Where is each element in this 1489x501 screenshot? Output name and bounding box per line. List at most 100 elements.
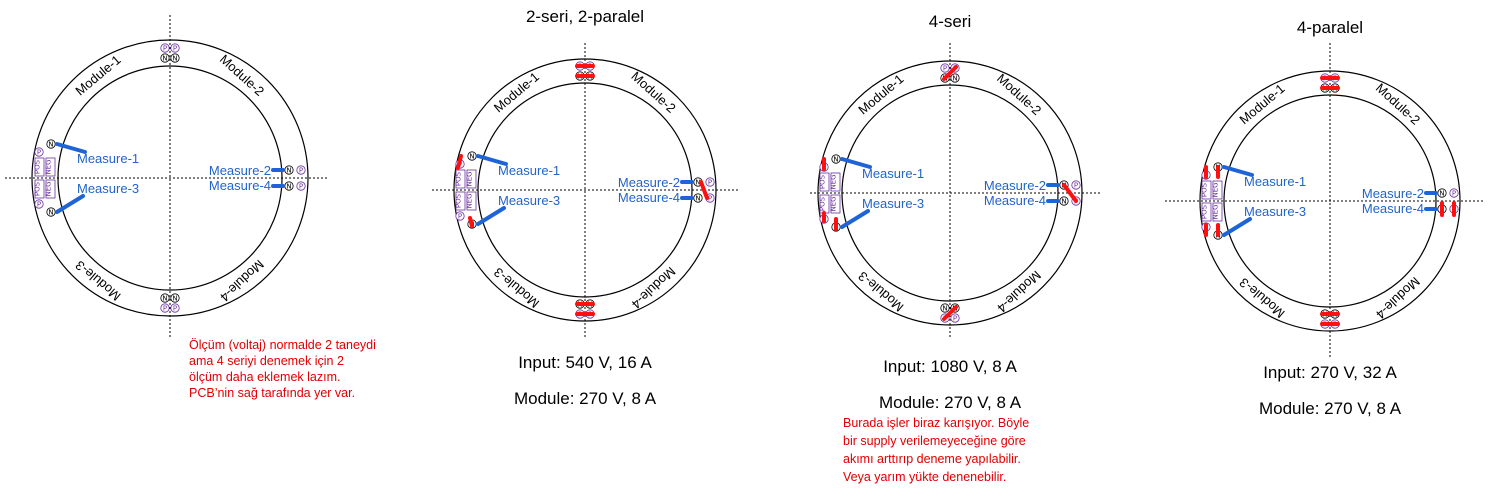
terminal-label: N	[172, 295, 177, 303]
measure-2-label: Measure-2	[984, 178, 1046, 193]
terminal-label: P	[708, 179, 712, 187]
jumper	[1062, 183, 1078, 203]
pos-label: POS	[34, 181, 42, 196]
neg-label: NEG	[466, 193, 474, 208]
measure-2-label: Measure-2	[618, 175, 680, 190]
neg-box	[466, 169, 477, 189]
module-spec: Module: 270 V, 8 A	[514, 389, 657, 408]
pos-label: POS	[819, 196, 827, 211]
module-4-label: Module-4	[629, 264, 679, 312]
panel-3: Module-1Module-2Module-3Module-4PPNNNNPP…	[810, 12, 1100, 412]
terminal-p	[170, 43, 180, 53]
terminal-n	[940, 303, 950, 313]
neg-label: NEG	[45, 181, 53, 196]
panel-title: 4-seri	[929, 12, 972, 31]
terminal-p	[950, 313, 960, 323]
measure-1-probe	[1222, 165, 1254, 177]
module-spec: Module: 270 V, 8 A	[879, 393, 1022, 412]
module-3-label: Module-3	[72, 258, 123, 304]
terminal-label: P	[708, 195, 712, 203]
terminal-label: N	[695, 195, 700, 203]
note-panel-1-line: PCB’nin sağ tarafında yer var.	[189, 386, 355, 400]
module-1-label: Module-1	[72, 52, 123, 98]
terminal-p	[940, 63, 950, 73]
jumper	[699, 180, 709, 200]
neg-box	[830, 172, 841, 192]
measure-1-label: Measure-1	[862, 166, 924, 181]
measure-1-probe	[840, 157, 872, 169]
module-2-label: Module-2	[994, 71, 1044, 118]
measure-3-probe	[1222, 217, 1252, 237]
measure-1-label: Measure-1	[498, 163, 560, 178]
neg-box	[45, 157, 56, 177]
terminal-p	[160, 43, 170, 53]
pos-label: POS	[455, 171, 463, 186]
module-spec: Module: 270 V, 8 A	[1259, 399, 1402, 418]
terminal-label: P	[163, 305, 167, 313]
note-panel-1-line: ama 4 seriyi denemek için 2	[189, 354, 344, 368]
terminal-label: N	[469, 153, 474, 161]
terminal-label: P	[1452, 190, 1456, 198]
pos-box	[1201, 202, 1212, 222]
terminal-label: P	[163, 45, 167, 53]
neg-label: NEG	[1212, 204, 1220, 219]
terminal-label: P	[299, 167, 303, 175]
terminal-p	[34, 147, 44, 157]
terminal-label: P	[458, 213, 462, 221]
pos-box	[1201, 180, 1212, 200]
terminal-p	[705, 177, 715, 187]
outer-ring	[817, 60, 1083, 326]
note-panel-1-line: ölçüm daha eklemek lazım.	[189, 370, 340, 384]
neg-label: NEG	[466, 171, 474, 186]
measure-3-label: Measure-3	[1244, 204, 1306, 219]
terminal-label: N	[48, 141, 53, 149]
neg-label: NEG	[1212, 182, 1220, 197]
module-4-label: Module-4	[994, 268, 1044, 316]
terminal-label: P	[1074, 182, 1078, 190]
panel-title: 4-paralel	[1297, 18, 1363, 37]
inner-ring	[1223, 94, 1437, 308]
pos-box	[34, 179, 45, 199]
measure-3-probe	[55, 194, 85, 214]
terminal-label: P	[173, 45, 177, 53]
measure-3-label: Measure-3	[862, 196, 924, 211]
input-spec: Input: 1080 V, 8 A	[883, 357, 1017, 376]
pos-label: POS	[1201, 204, 1209, 219]
pos-label: POS	[34, 159, 42, 174]
terminal-p	[296, 165, 306, 175]
pos-label: POS	[455, 193, 463, 208]
note-panel-3-line: Veya yarım yükte denenebilir.	[843, 470, 1006, 484]
pos-label: POS	[1201, 182, 1209, 197]
measure-4-label: Measure-4	[618, 190, 680, 205]
neg-box	[1212, 180, 1223, 200]
jumper	[456, 154, 463, 170]
terminal-label: N	[162, 55, 167, 63]
panel-2: Module-1Module-2Module-3Module-4PPNNNNPP…	[432, 7, 740, 408]
module-4-label: Module-4	[1373, 274, 1423, 322]
jumper	[942, 305, 958, 321]
terminal-label: N	[695, 179, 700, 187]
outer-ring	[1199, 70, 1461, 332]
terminal-p	[296, 181, 306, 191]
terminal-label: P	[299, 183, 303, 191]
terminal-p	[1071, 180, 1081, 190]
measure-4-label: Measure-4	[984, 193, 1046, 208]
panel-4: Module-1Module-2Module-3Module-4PPNNNNPP…	[1165, 18, 1485, 418]
terminal-label: N	[172, 55, 177, 63]
terminal-label: P	[943, 65, 947, 73]
note-panel-3-line: akımı arttırıp deneme yapılabilir.	[843, 452, 1021, 466]
terminal-label: N	[286, 183, 291, 191]
measure-4-label: Measure-4	[209, 178, 271, 193]
terminal-p	[455, 211, 465, 221]
terminal-p	[34, 199, 44, 209]
pos-box	[819, 172, 830, 192]
terminal-label: P	[37, 201, 41, 209]
note-panel-1-line: Ölçüm (voltaj) normalde 2 taneydi	[189, 338, 376, 352]
neg-box	[1212, 202, 1223, 222]
terminal-label: N	[1439, 190, 1444, 198]
terminal-label: P	[37, 149, 41, 157]
measure-2-label: Measure-2	[1362, 186, 1424, 201]
inner-ring	[57, 65, 283, 291]
input-spec: Input: 270 V, 32 A	[1263, 363, 1397, 382]
